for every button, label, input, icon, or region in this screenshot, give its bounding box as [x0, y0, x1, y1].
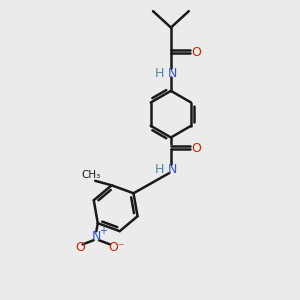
Text: N: N	[168, 163, 177, 176]
Text: H: H	[155, 163, 164, 176]
Text: N: N	[92, 230, 101, 243]
Text: H: H	[155, 68, 164, 80]
Text: +: +	[99, 226, 107, 236]
Text: CH₃: CH₃	[81, 170, 100, 180]
Text: O: O	[75, 242, 85, 254]
Text: O: O	[191, 46, 201, 59]
Text: N: N	[168, 68, 177, 80]
Text: O: O	[191, 142, 201, 155]
Text: O⁻: O⁻	[108, 242, 124, 254]
